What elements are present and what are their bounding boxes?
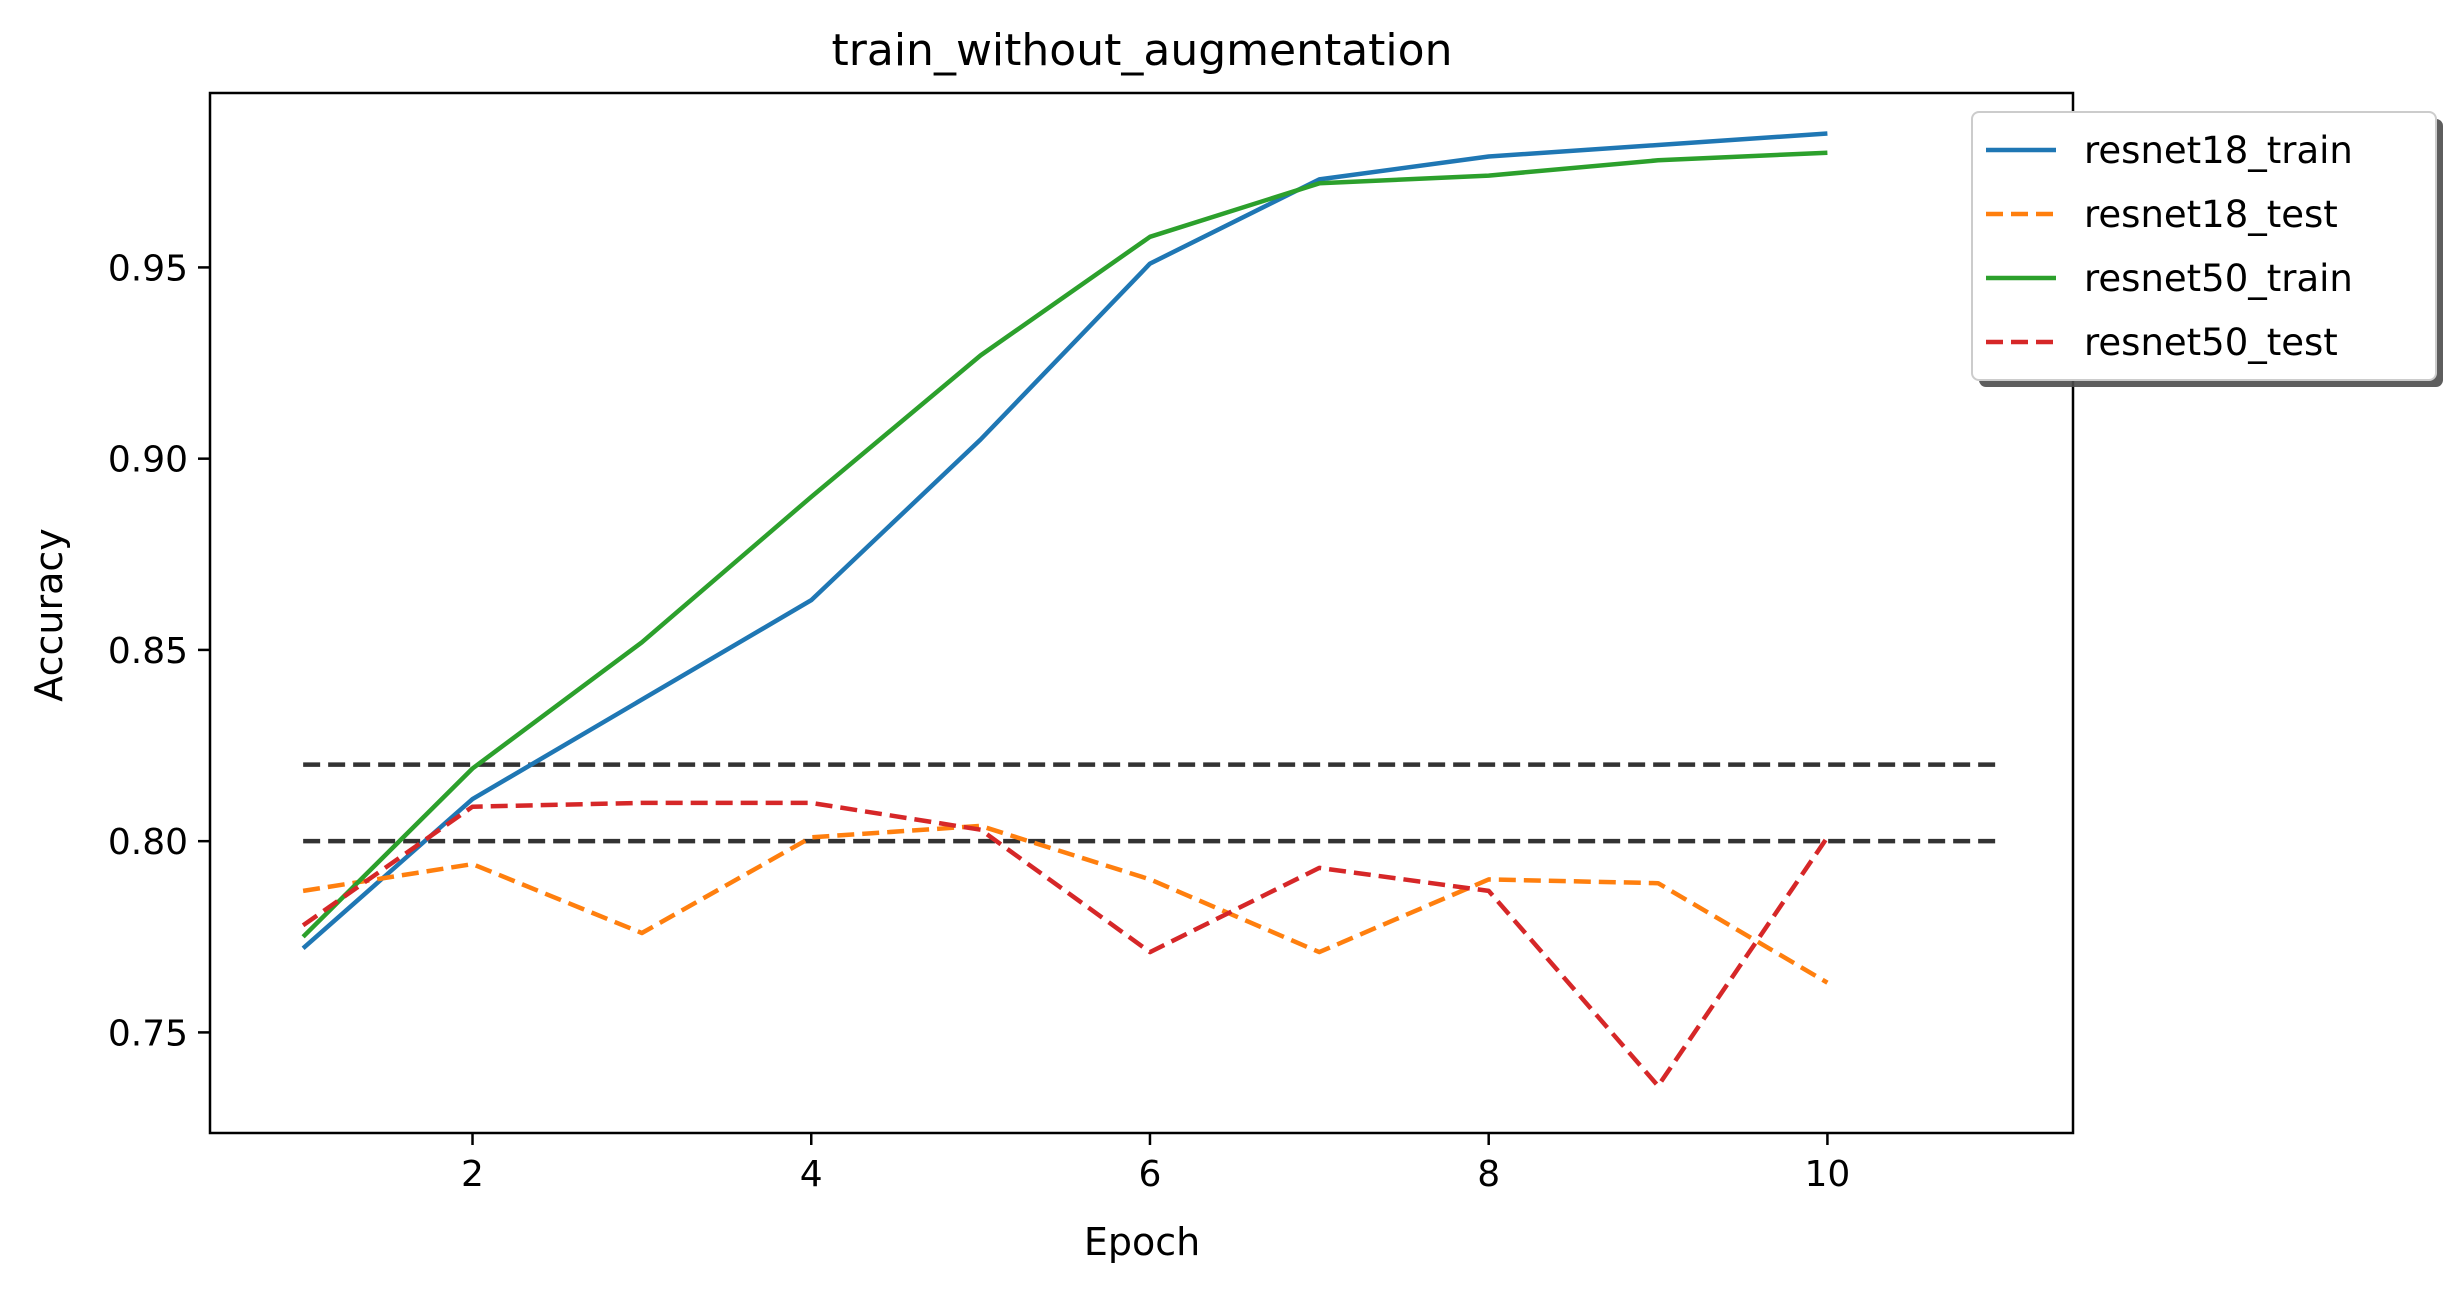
plot-area: 2 4 6 8 10 0.75 0.80 0.85 0.90 0.95 bbox=[108, 91, 2075, 1195]
x-tick-label: 8 bbox=[1477, 1154, 1500, 1195]
x-tick-label: 10 bbox=[1805, 1154, 1851, 1195]
plot-frame bbox=[208, 91, 2075, 1135]
series-line-resnet50-test bbox=[301, 800, 1830, 1089]
y-tick-label: 0.80 bbox=[108, 822, 188, 863]
y-tick-label: 0.85 bbox=[108, 631, 188, 672]
x-tick-label: 6 bbox=[1139, 1154, 1162, 1195]
x-axis-label: Epoch bbox=[1084, 1220, 1200, 1264]
x-tick-label: 4 bbox=[800, 1154, 823, 1195]
legend-label-resnet50-train: resnet50_train bbox=[2084, 257, 2353, 300]
legend-label-resnet18-train: resnet18_train bbox=[2084, 129, 2353, 172]
legend-label-resnet50-test: resnet50_test bbox=[2084, 321, 2338, 364]
y-tick-label: 0.90 bbox=[108, 440, 188, 481]
series-line-resnet18-test bbox=[302, 823, 1829, 985]
legend-box bbox=[1971, 111, 2437, 381]
y-tick-label: 0.95 bbox=[108, 248, 188, 289]
x-tick-label: 2 bbox=[461, 1154, 484, 1195]
series-line-resnet18-train bbox=[301, 131, 1828, 950]
legend: resnet18_train resnet18_test resnet50_trai… bbox=[1971, 111, 2443, 387]
series-line-resnet50-train bbox=[301, 150, 1828, 939]
y-axis-label: Accuracy bbox=[27, 528, 71, 702]
y-tick-label: 0.75 bbox=[108, 1013, 188, 1054]
chart-title: train_without_augmentation bbox=[832, 25, 1453, 76]
legend-label-resnet18-test: resnet18_test bbox=[2084, 193, 2338, 236]
